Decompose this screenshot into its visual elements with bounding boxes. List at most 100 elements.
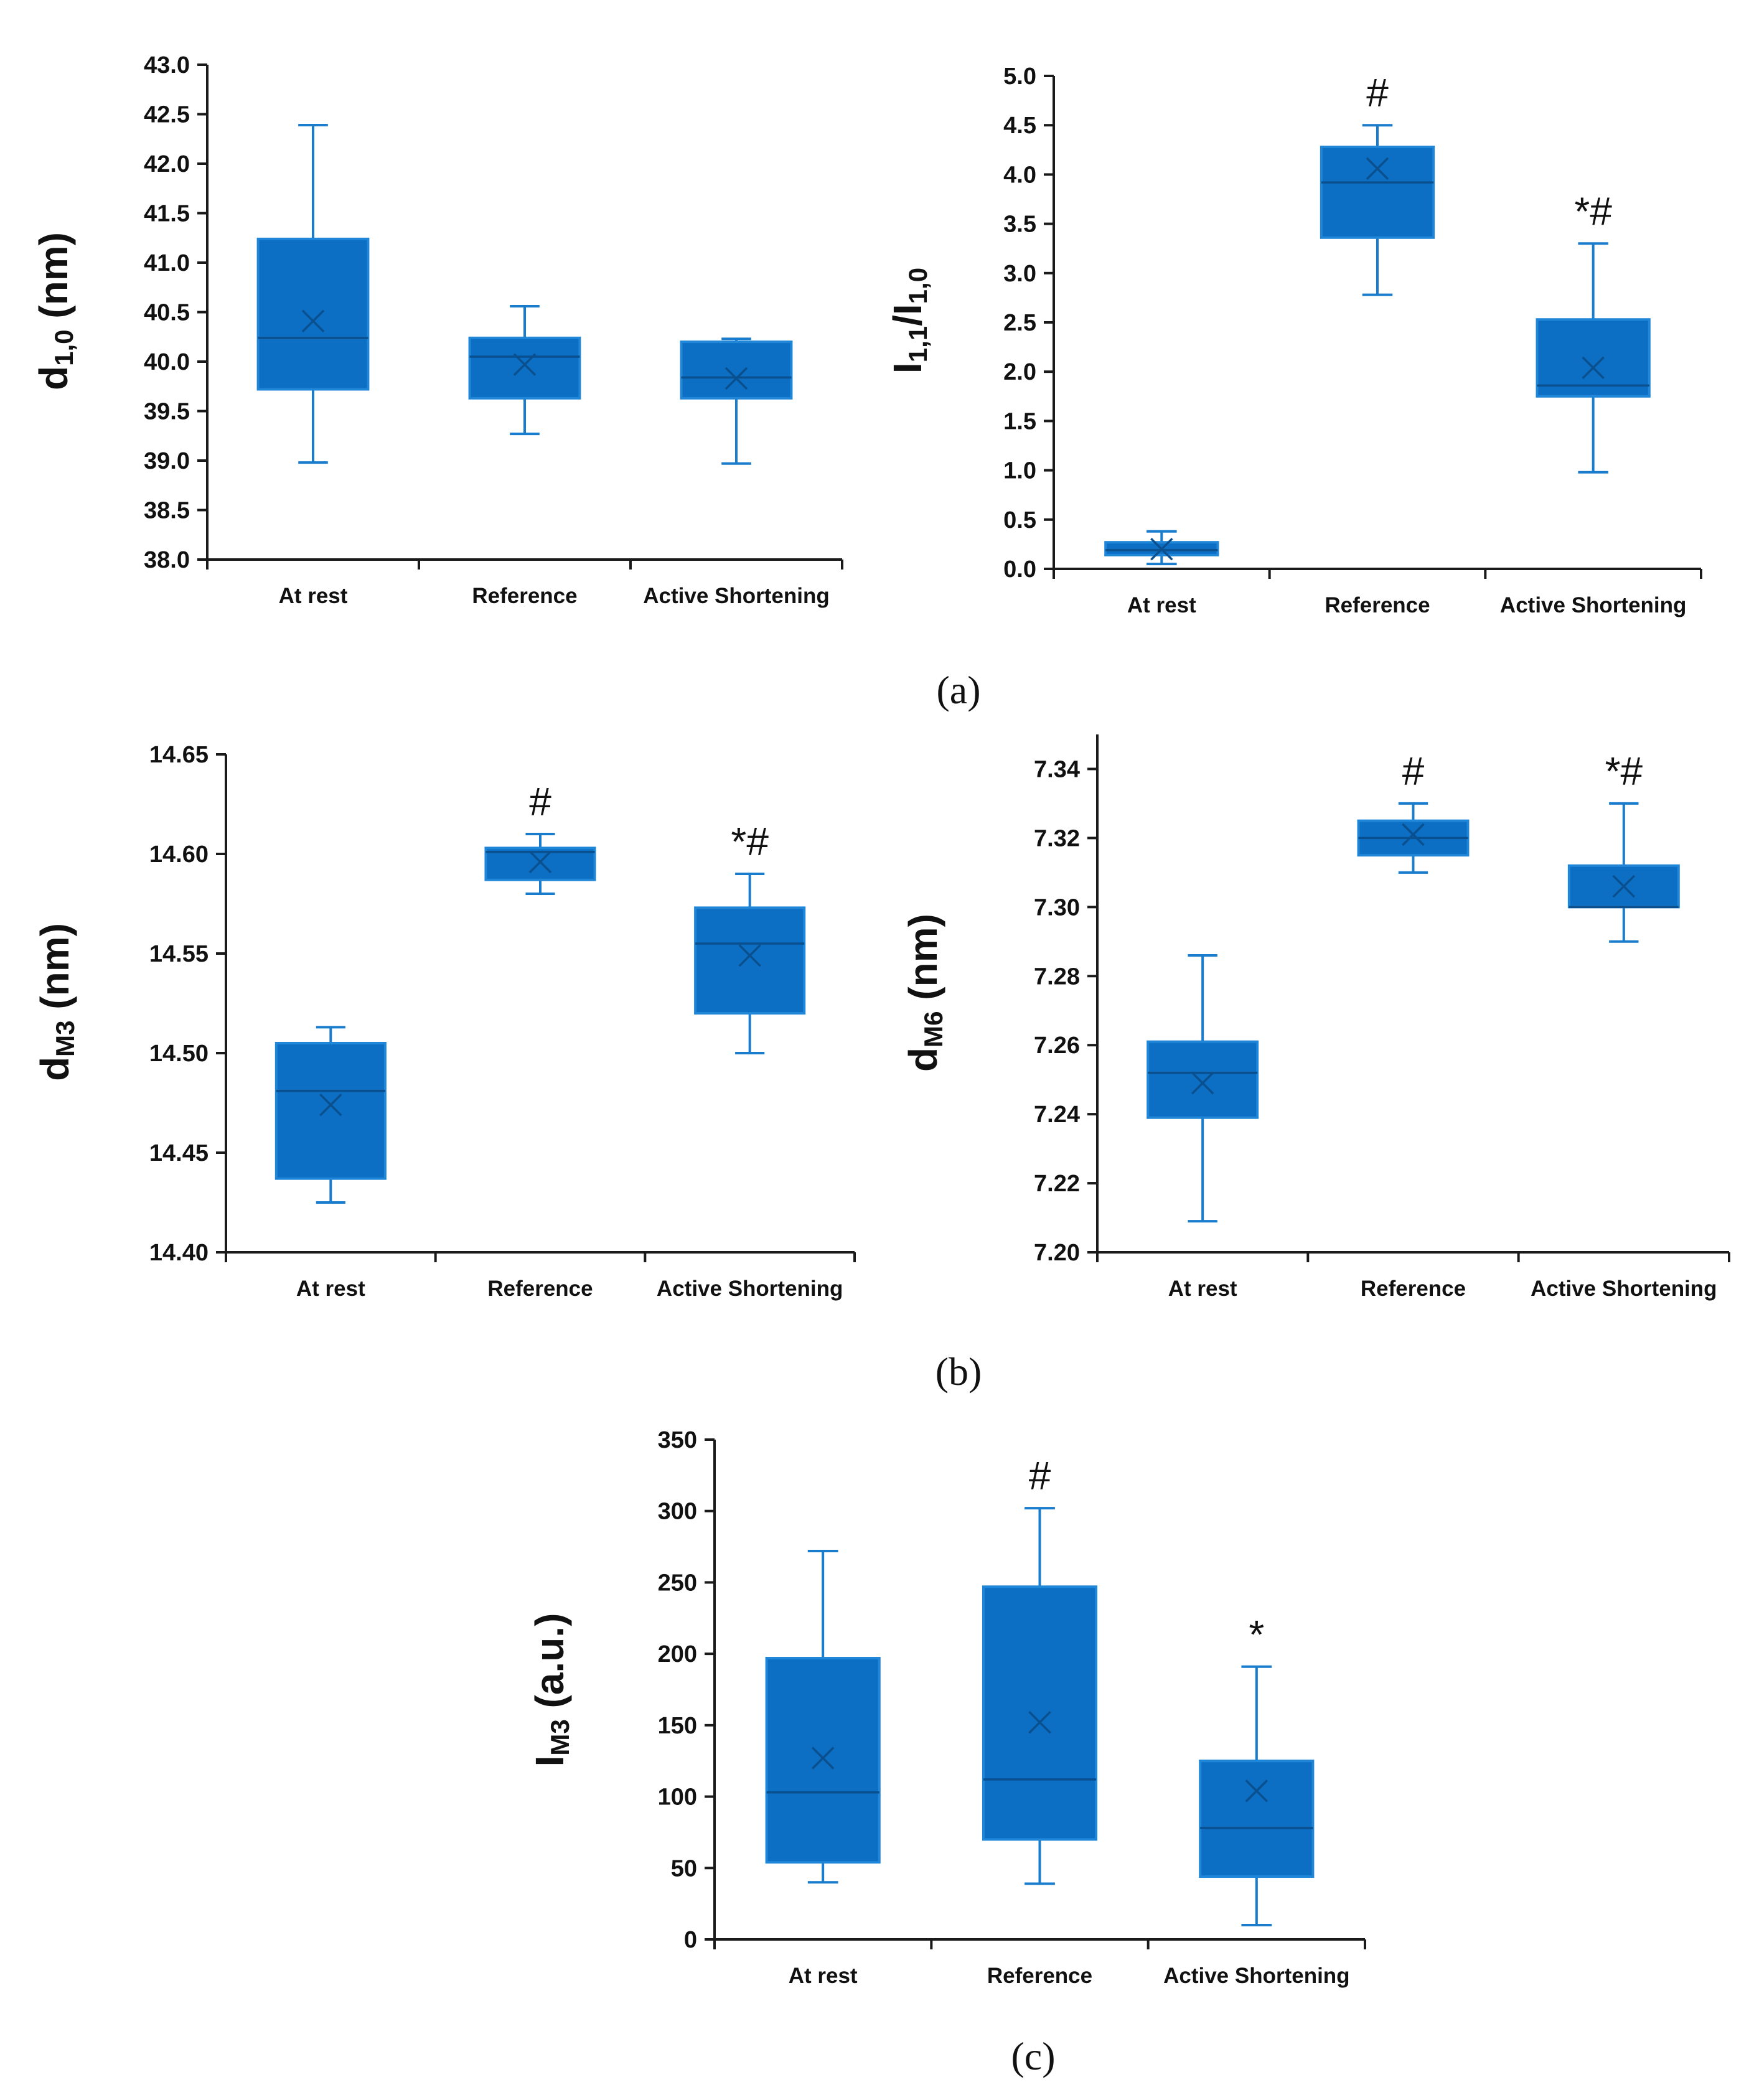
y-tick-label: 41.5 <box>144 201 190 227</box>
y-axis-label: IM3 (a.u.) <box>527 1613 574 1767</box>
mean-marker <box>1612 874 1636 898</box>
y-axis-label: d1,0 (nm) <box>31 232 78 390</box>
x-tick-label: Reference <box>1361 1277 1466 1301</box>
mean-marker <box>319 1093 342 1117</box>
significance-annotation: # <box>1366 70 1389 115</box>
iqr-box <box>274 1042 387 1180</box>
y-tick-label: 200 <box>658 1641 697 1667</box>
x-tick-label: Reference <box>472 584 577 608</box>
y-tick-label: 14.40 <box>149 1240 209 1266</box>
box-2 <box>680 337 793 465</box>
y-tick-label: 0 <box>684 1927 697 1953</box>
significance-annotation: # <box>1029 1453 1051 1498</box>
box-0 <box>256 123 370 464</box>
mean-marker <box>1028 1711 1051 1734</box>
y-tick-label: 39.5 <box>144 399 190 425</box>
y-tick-label: 14.65 <box>149 742 209 768</box>
iqr-box <box>982 1585 1098 1841</box>
chart-3: 7.20 7.22 7.24 7.26 7.28 7.30 7.32 7.34 At rest R… <box>901 734 1730 1301</box>
x-tick-label: Active Shortening <box>657 1277 843 1301</box>
y-tick-label: 7.34 <box>1034 756 1080 782</box>
iqr-box <box>694 906 806 1015</box>
box-1 <box>468 304 581 436</box>
y-tick-label: 14.60 <box>149 841 209 868</box>
y-tick-label: 3.0 <box>1003 261 1036 287</box>
y-tick-label: 300 <box>658 1499 697 1525</box>
y-tick-label: 38.0 <box>144 547 190 573</box>
box-2: *# <box>1536 189 1651 474</box>
y-tick-label: 42.5 <box>144 102 190 128</box>
mean-marker <box>724 367 748 390</box>
x-tick-label: At rest <box>789 1964 858 1988</box>
y-tick-label: 14.50 <box>149 1041 209 1067</box>
iqr-box <box>1146 1040 1259 1119</box>
y-tick-label: 42.0 <box>144 151 190 177</box>
y-tick-label: 14.55 <box>149 941 209 967</box>
x-tick-label: At rest <box>1168 1277 1237 1301</box>
iqr-box <box>680 340 793 400</box>
mean-marker <box>513 353 537 377</box>
box-2: * <box>1199 1612 1315 1927</box>
y-tick-label: 150 <box>658 1713 697 1739</box>
iqr-box <box>256 237 370 391</box>
chart-1: 0.0 0.5 1.0 1.5 2.0 2.5 3.0 3.5 4.0 4.5 5.0 At rest… <box>885 63 1702 617</box>
mean-marker <box>1402 823 1425 846</box>
mean-marker <box>1245 1779 1268 1802</box>
mean-marker <box>811 1746 835 1770</box>
y-axis-label: dM6 (nm) <box>901 914 948 1072</box>
iqr-box <box>468 336 581 400</box>
y-tick-label: 100 <box>658 1784 697 1811</box>
y-axis-label: I1,1/I1,0 <box>885 268 932 373</box>
box-1: # <box>1357 749 1470 874</box>
y-tick-label: 7.20 <box>1034 1240 1080 1266</box>
y-tick-label: 1.5 <box>1003 408 1036 434</box>
mean-marker <box>301 309 325 333</box>
y-tick-label: 4.0 <box>1003 162 1036 188</box>
y-tick-label: 1.0 <box>1003 458 1036 484</box>
y-tick-label: 0.0 <box>1003 556 1036 583</box>
y-tick-label: 41.0 <box>144 250 190 276</box>
y-tick-label: 7.26 <box>1034 1033 1080 1059</box>
chart-2: 14.40 14.45 14.50 14.55 14.60 14.65 At rest Ref… <box>32 742 856 1301</box>
x-tick-label: Reference <box>1325 593 1430 617</box>
box-1: # <box>982 1453 1098 1885</box>
y-tick-label: 0.5 <box>1003 507 1036 533</box>
iqr-box <box>484 846 596 881</box>
iqr-box <box>1320 146 1435 239</box>
panel-label-c: (c) <box>1011 2034 1055 2078</box>
iqr-box <box>765 1657 881 1864</box>
y-tick-label: 40.0 <box>144 349 190 375</box>
y-tick-label: 2.5 <box>1003 310 1036 336</box>
iqr-box <box>1199 1760 1315 1878</box>
y-tick-label: 7.22 <box>1034 1171 1080 1197</box>
y-axis-label: dM3 (nm) <box>32 923 80 1081</box>
x-tick-label: Active Shortening <box>1531 1277 1717 1301</box>
y-tick-label: 50 <box>671 1855 697 1882</box>
y-tick-label: 7.30 <box>1034 894 1080 921</box>
y-tick-label: 2.0 <box>1003 359 1036 385</box>
x-tick-label: At rest <box>296 1277 365 1301</box>
significance-annotation: *# <box>731 819 769 864</box>
panel-label-b: (b) <box>935 1349 982 1394</box>
x-tick-label: Reference <box>487 1277 593 1301</box>
mean-marker <box>1366 157 1389 180</box>
significance-annotation: * <box>1249 1612 1264 1657</box>
y-tick-label: 39.0 <box>144 448 190 474</box>
chart-0: 38.0 38.5 39.0 39.5 40.0 40.5 41.0 41.5 42.0 42.5… <box>31 52 843 608</box>
x-tick-label: Active Shortening <box>1163 1964 1349 1988</box>
y-tick-label: 5.0 <box>1003 63 1036 90</box>
y-tick-label: 7.28 <box>1034 963 1080 990</box>
x-tick-label: Active Shortening <box>643 584 829 608</box>
x-tick-label: Active Shortening <box>1500 593 1686 617</box>
box-0 <box>1146 954 1259 1223</box>
box-2: *# <box>694 819 806 1054</box>
x-tick-label: At rest <box>1127 593 1196 617</box>
box-0 <box>1104 530 1219 566</box>
chart-4: 0 50 100 150 200 250 300 350 At rest Reference Act… <box>527 1427 1366 1988</box>
box-2: *# <box>1567 749 1680 943</box>
y-tick-label: 7.32 <box>1034 825 1080 851</box>
significance-annotation: # <box>529 779 551 824</box>
box-1: # <box>484 779 596 895</box>
y-tick-label: 3.5 <box>1003 212 1036 238</box>
